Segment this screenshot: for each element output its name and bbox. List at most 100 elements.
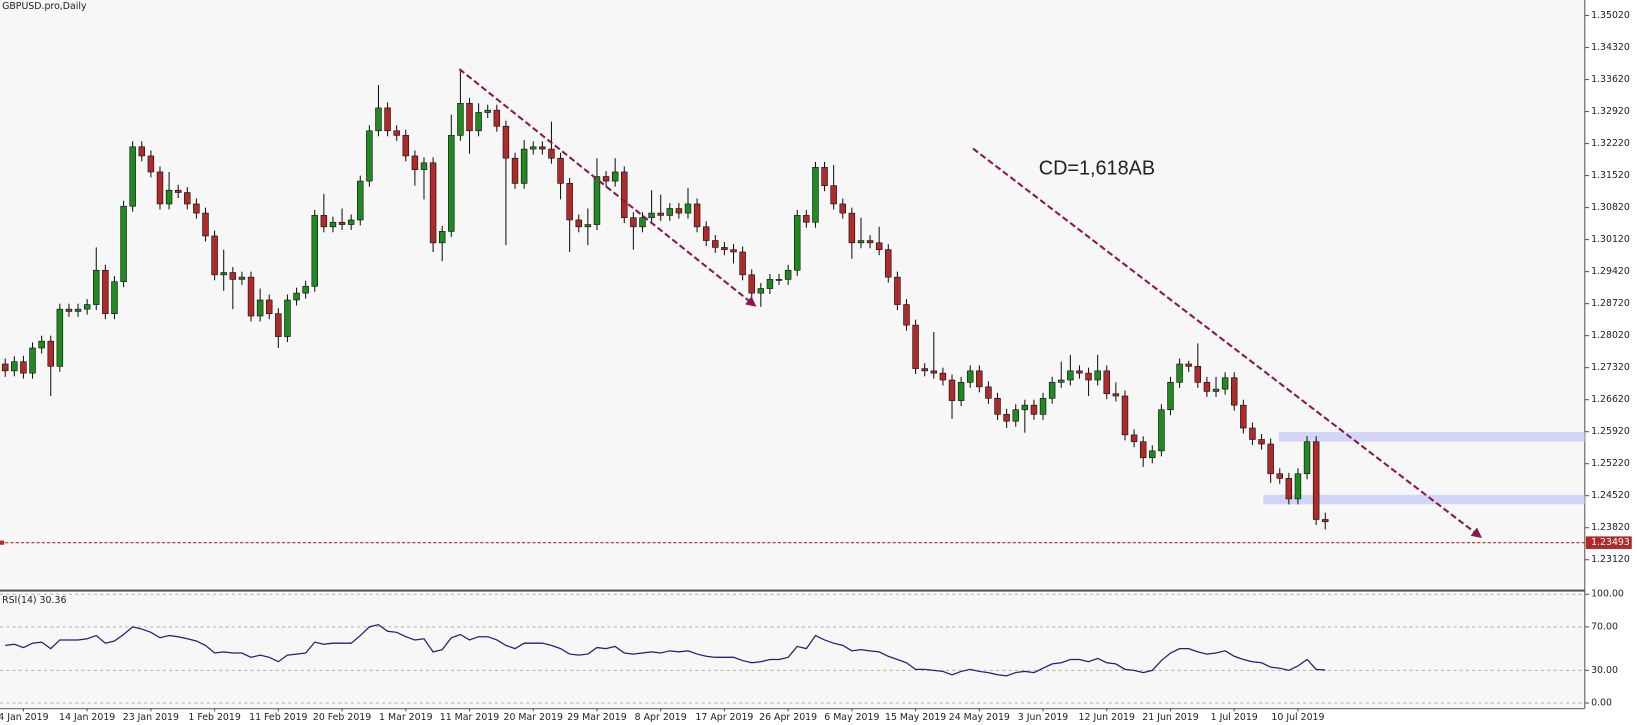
y-tick-label: 1.30120 xyxy=(1591,234,1630,245)
candle-body xyxy=(657,212,664,216)
candle-body xyxy=(894,276,901,305)
candle-body xyxy=(120,205,127,283)
candle-body xyxy=(939,372,947,381)
y-tick-label: 1.32920 xyxy=(1591,106,1630,117)
candle-body xyxy=(1276,473,1283,479)
y-tick-label: 1.33620 xyxy=(1591,74,1630,85)
candle-body xyxy=(438,231,446,244)
y-tick-label: 1.26620 xyxy=(1591,394,1630,405)
candle-body xyxy=(684,203,692,214)
candle-body xyxy=(138,146,146,157)
y-tick-label: 1.31520 xyxy=(1591,170,1630,181)
candle-body xyxy=(766,279,774,289)
candle-body xyxy=(1230,377,1238,406)
candle-body xyxy=(966,370,974,383)
candle-body xyxy=(65,308,73,312)
candle-body xyxy=(11,361,18,372)
candle-body xyxy=(830,185,837,205)
candle-body xyxy=(238,276,246,280)
ab-arrow xyxy=(458,68,757,307)
candle-body xyxy=(1149,450,1156,459)
candle-body xyxy=(957,381,965,401)
candle-body xyxy=(220,272,227,276)
candle-body xyxy=(284,299,291,337)
candle-body xyxy=(885,249,892,278)
candle-body xyxy=(29,347,36,374)
x-tick-label: 20 Feb 2019 xyxy=(313,712,371,723)
candle-body xyxy=(821,167,828,186)
candle-body xyxy=(1030,404,1038,415)
candle-body xyxy=(921,368,928,372)
x-tick-label: 23 Jan 2019 xyxy=(123,712,179,723)
candle-body xyxy=(147,155,155,173)
candle-body xyxy=(593,176,601,225)
candles xyxy=(1,69,1329,530)
y-tick-label: 1.25220 xyxy=(1591,458,1630,469)
rsi-title: RSI(14) 30.36 xyxy=(2,595,66,606)
y-tick-label: 1.25920 xyxy=(1591,426,1630,437)
x-tick-label: 26 Apr 2019 xyxy=(759,712,817,723)
y-tick-label: 1.30820 xyxy=(1591,202,1630,213)
candle-body xyxy=(20,361,27,374)
candle-body xyxy=(948,379,956,401)
candle-body xyxy=(912,324,919,369)
candle-body xyxy=(903,304,910,326)
candle-body xyxy=(275,313,282,337)
candle-body xyxy=(484,109,491,113)
y-tick-label: 30.00 xyxy=(1591,665,1618,676)
y-tick-label: 1.29420 xyxy=(1591,266,1630,277)
price-label-box xyxy=(1585,536,1632,549)
candle-body xyxy=(812,167,819,223)
candle-body xyxy=(1130,434,1138,443)
candle-body xyxy=(247,276,255,317)
candle-body xyxy=(466,103,473,132)
candle-body xyxy=(411,155,419,170)
candle-body xyxy=(976,370,983,388)
x-tick-label: 8 Apr 2019 xyxy=(635,712,687,723)
candle-body xyxy=(1158,409,1165,452)
candle-body xyxy=(775,279,783,281)
candle-body xyxy=(539,146,546,150)
candle-body xyxy=(202,212,209,237)
candle-body xyxy=(839,203,846,214)
resistance-zone xyxy=(1278,432,1585,442)
candle-body xyxy=(666,208,674,216)
y-tick-label: 1.23820 xyxy=(1591,522,1630,533)
candle-body xyxy=(211,235,218,276)
candle-body xyxy=(384,107,391,132)
candle-body xyxy=(1285,478,1293,500)
candle-body xyxy=(1012,409,1019,422)
candle-body xyxy=(739,251,746,276)
candle-body xyxy=(1249,427,1256,440)
x-tick-label: 11 Feb 2019 xyxy=(249,712,307,723)
rsi-panel xyxy=(0,593,1585,709)
annotation: CD=1,618AB xyxy=(1039,158,1155,180)
y-tick-label: 1.32220 xyxy=(1591,138,1630,149)
candle-body xyxy=(74,308,82,312)
candle-body xyxy=(1194,365,1202,383)
y-tick-label: 1.34320 xyxy=(1591,42,1630,53)
candle-body xyxy=(493,109,501,127)
candle-body xyxy=(1258,439,1265,445)
candle-body xyxy=(548,148,555,159)
candle-body xyxy=(1094,370,1101,381)
candle-body xyxy=(611,171,619,182)
candle-body xyxy=(748,274,755,294)
candle-body xyxy=(1067,370,1074,381)
candle-body xyxy=(502,125,510,159)
candle-body xyxy=(630,217,637,228)
candle-body xyxy=(1121,395,1129,436)
x-tick-label: 3 Jun 2019 xyxy=(1018,712,1068,723)
candle-body xyxy=(347,219,355,225)
candle-body xyxy=(1176,363,1183,383)
candle-body xyxy=(1322,519,1329,523)
candle-body xyxy=(1221,377,1229,390)
candle-body xyxy=(621,171,628,218)
candle-body xyxy=(712,240,719,248)
candle-body xyxy=(402,135,410,157)
candle-body xyxy=(457,103,464,136)
candle-body xyxy=(256,299,264,317)
candle-body xyxy=(730,249,737,253)
candle-body xyxy=(448,135,455,232)
